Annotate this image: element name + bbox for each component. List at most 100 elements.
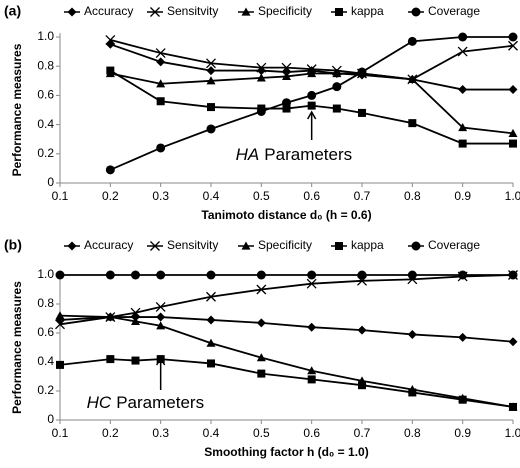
y-tick-label: 0.8 xyxy=(37,296,54,310)
marker xyxy=(509,139,517,148)
y-tick-label: 0.2 xyxy=(37,146,54,160)
marker xyxy=(335,242,343,250)
marker xyxy=(307,101,316,110)
marker xyxy=(332,104,341,113)
marker xyxy=(131,356,140,365)
marker xyxy=(307,375,316,384)
legend-label: Coverage xyxy=(428,4,480,18)
x-tick-label: 0.6 xyxy=(303,426,320,440)
marker xyxy=(407,329,417,339)
marker xyxy=(206,76,216,85)
legend-label: Sensitvity xyxy=(167,4,218,18)
x-tick-label: 0.1 xyxy=(52,189,69,203)
annotation-arrowhead xyxy=(156,356,166,366)
y-axis-title: Performance measures xyxy=(10,43,24,176)
marker xyxy=(458,139,467,148)
x-tick-label: 0.3 xyxy=(152,426,169,440)
marker xyxy=(332,69,342,78)
marker xyxy=(155,48,166,59)
marker xyxy=(408,119,417,128)
marker xyxy=(105,165,115,175)
marker xyxy=(207,359,215,368)
marker xyxy=(105,270,115,280)
marker xyxy=(241,241,251,250)
x-tick-label: 0.9 xyxy=(454,426,471,440)
marker xyxy=(282,71,291,81)
legend-label: Accuracy xyxy=(84,4,133,18)
marker xyxy=(155,301,166,312)
marker xyxy=(407,36,417,46)
marker xyxy=(357,67,367,77)
marker xyxy=(358,108,366,117)
marker xyxy=(156,97,165,106)
marker xyxy=(241,7,251,16)
marker xyxy=(55,270,65,280)
marker xyxy=(150,241,160,251)
y-tick-label: 0.6 xyxy=(37,325,54,339)
y-axis-title: Performance measures xyxy=(10,281,24,414)
legend-label: Accuracy xyxy=(84,238,133,252)
panel-label: (b) xyxy=(4,237,22,253)
legend-label: Coverage xyxy=(428,238,480,252)
y-tick-label: 0 xyxy=(47,175,54,189)
marker xyxy=(206,58,216,69)
marker xyxy=(458,32,468,42)
marker xyxy=(407,74,417,83)
marker xyxy=(256,106,266,116)
marker xyxy=(307,322,317,332)
marker xyxy=(508,32,518,42)
marker xyxy=(457,46,468,57)
x-tick-label: 0.3 xyxy=(152,189,169,203)
x-tick-label: 0.7 xyxy=(354,426,371,440)
marker xyxy=(307,366,317,375)
y-tick-label: 0 xyxy=(47,412,54,426)
annotation: HC Parameters xyxy=(87,393,204,412)
panel-label: (a) xyxy=(4,3,21,19)
x-tick-label: 1.0 xyxy=(505,189,520,203)
x-axis-title: Smoothing factor h (d₀ = 1.0) xyxy=(204,445,368,459)
marker xyxy=(206,338,216,347)
marker xyxy=(458,270,468,280)
marker xyxy=(411,7,421,17)
legend-label: Specificity xyxy=(258,238,312,252)
marker xyxy=(357,325,367,335)
marker xyxy=(156,312,166,322)
y-tick-label: 1.0 xyxy=(37,267,54,281)
marker xyxy=(67,241,77,251)
y-tick-label: 0.8 xyxy=(37,58,54,72)
marker xyxy=(55,319,65,330)
x-tick-label: 1.0 xyxy=(505,426,520,440)
marker xyxy=(105,34,116,45)
y-tick-label: 0.6 xyxy=(37,88,54,102)
annotation: HA Parameters xyxy=(236,145,353,164)
marker xyxy=(55,311,65,320)
legend-label: Specificity xyxy=(258,4,312,18)
x-tick-label: 0.4 xyxy=(203,426,220,440)
x-tick-label: 0.5 xyxy=(253,426,270,440)
marker xyxy=(131,270,140,280)
marker xyxy=(106,355,115,364)
marker xyxy=(257,369,266,378)
marker xyxy=(150,7,160,17)
x-tick-label: 0.8 xyxy=(404,189,421,203)
marker xyxy=(206,291,216,302)
marker xyxy=(408,388,417,397)
x-tick-label: 0.9 xyxy=(454,189,471,203)
marker xyxy=(458,123,468,132)
legend-label: kappa xyxy=(351,4,384,18)
marker xyxy=(67,7,77,17)
y-tick-label: 0.2 xyxy=(37,383,54,397)
marker xyxy=(307,69,317,78)
marker xyxy=(206,270,216,280)
marker xyxy=(306,278,317,289)
marker xyxy=(458,332,468,342)
marker xyxy=(256,270,266,280)
marker xyxy=(206,124,216,134)
marker xyxy=(357,270,367,280)
x-tick-label: 0.2 xyxy=(102,189,119,203)
marker xyxy=(411,241,421,251)
marker xyxy=(307,90,317,100)
marker xyxy=(206,66,216,76)
